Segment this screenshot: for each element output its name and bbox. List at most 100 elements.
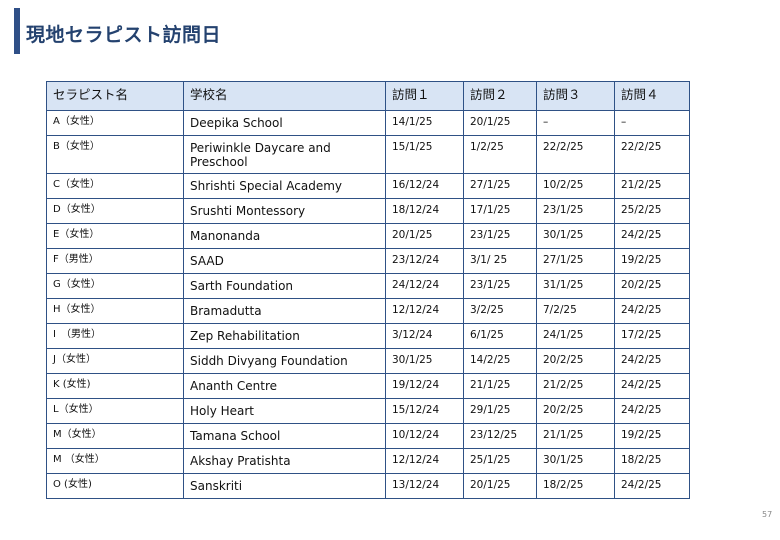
visit-2-cell: 14/2/25 — [463, 348, 537, 374]
therapist-cell: I （男性） — [46, 323, 184, 349]
school-cell: Srushti Montessory — [183, 198, 386, 224]
visit-4-cell: 22/2/25 — [614, 135, 690, 174]
visit-1-cell: 15/12/24 — [385, 398, 464, 424]
column-header-therapist: セラピスト名 — [46, 81, 184, 111]
table-row: E（女性） Manonanda 20/1/25 23/1/25 30/1/25 24/2/… — [46, 223, 690, 249]
column-header-visit-3: 訪問３ — [536, 81, 615, 111]
school-cell: Shrishti Special Academy — [183, 173, 386, 199]
table-row: M （女性） Akshay Pratishta 12/12/24 25/1/25 30/… — [46, 448, 690, 474]
column-header-visit-4: 訪問４ — [614, 81, 690, 111]
visit-2-cell: 20/1/25 — [463, 473, 537, 499]
visit-4-cell: 20/2/25 — [614, 273, 690, 299]
table-row: A（女性） Deepika School 14/1/25 20/1/25– – — [46, 110, 690, 136]
therapist-cell: C（女性） — [46, 173, 184, 199]
table-row: C（女性） Shrishti Special Academy 16/12/24 27/… — [46, 173, 690, 199]
visit-2-cell: 20/1/25 — [463, 110, 537, 136]
visit-1-cell: 23/12/24 — [385, 248, 464, 274]
visit-3-cell: 7/2/25 — [536, 298, 615, 324]
therapist-cell: G（女性） — [46, 273, 184, 299]
visit-2-cell: 23/1/25 — [463, 273, 537, 299]
table-row: D（女性） Srushti Montessory 18/12/24 17/1/25 23… — [46, 198, 690, 224]
visit-4-cell: 24/2/25 — [614, 398, 690, 424]
visit-4-cell: 19/2/25 — [614, 423, 690, 449]
therapist-cell: K (女性) — [46, 373, 184, 399]
school-cell: Siddh Divyang Foundation — [183, 348, 386, 374]
school-cell: Akshay Pratishta — [183, 448, 386, 474]
table-row: J（女性） Siddh Divyang Foundation 30/1/25 14/2… — [46, 348, 690, 374]
therapist-cell: E（女性） — [46, 223, 184, 249]
column-header-visit-2: 訪問２ — [463, 81, 537, 111]
table-row: L（女性） Holy Heart 15/12/24 29/1/25 20/2/25 24/… — [46, 398, 690, 424]
school-cell: Ananth Centre — [183, 373, 386, 399]
column-header-visit-1: 訪問１ — [385, 81, 464, 111]
visit-3-cell: 30/1/25 — [536, 448, 615, 474]
visit-2-cell: 3/1/ 25 — [463, 248, 537, 274]
school-cell: Deepika School — [183, 110, 386, 136]
visit-3-cell: 27/1/25 — [536, 248, 615, 274]
table-body: A（女性） Deepika School 14/1/25 20/1/25– – B（女性）… — [46, 110, 690, 499]
visit-2-cell: 25/1/25 — [463, 448, 537, 474]
visit-4-cell: 24/2/25 — [614, 348, 690, 374]
school-cell: Holy Heart — [183, 398, 386, 424]
table-row: M（女性） Tamana School 10/12/24 23/12/25 21/1/2… — [46, 423, 690, 449]
school-cell: Bramadutta — [183, 298, 386, 324]
visit-2-cell: 23/1/25 — [463, 223, 537, 249]
school-cell: Zep Rehabilitation — [183, 323, 386, 349]
visit-4-cell: 18/2/25 — [614, 448, 690, 474]
visit-2-cell: 6/1/25 — [463, 323, 537, 349]
visit-4-cell: 24/2/25 — [614, 223, 690, 249]
visit-2-cell: 1/2/25 — [463, 135, 537, 174]
visit-2-cell: 3/2/25 — [463, 298, 537, 324]
title-accent-bar — [14, 8, 20, 54]
therapist-cell: D（女性） — [46, 198, 184, 224]
therapist-cell: F（男性） — [46, 248, 184, 274]
visit-3-cell: – — [536, 110, 615, 136]
visit-schedule-table: セラピスト名 学校名 訪問１ 訪問２ 訪問３ 訪問４ A（女性） Deepika … — [46, 81, 690, 499]
visit-3-cell: 20/2/25 — [536, 398, 615, 424]
page-title: 現地セラピスト訪問日 — [26, 24, 222, 46]
therapist-cell: H（女性） — [46, 298, 184, 324]
visit-1-cell: 13/12/24 — [385, 473, 464, 499]
table-header-row: セラピスト名 学校名 訪問１ 訪問２ 訪問３ 訪問４ — [46, 81, 690, 111]
visit-3-cell: 21/1/25 — [536, 423, 615, 449]
visit-1-cell: 16/12/24 — [385, 173, 464, 199]
table-row: K (女性) Ananth Centre 19/12/24 21/1/25 21/2/2… — [46, 373, 690, 399]
visit-1-cell: 12/12/24 — [385, 448, 464, 474]
visit-1-cell: 15/1/25 — [385, 135, 464, 174]
visit-1-cell: 24/12/24 — [385, 273, 464, 299]
visit-1-cell: 3/12/24 — [385, 323, 464, 349]
visit-4-cell: 24/2/25 — [614, 473, 690, 499]
visit-3-cell: 23/1/25 — [536, 198, 615, 224]
visit-4-cell: 24/2/25 — [614, 373, 690, 399]
visit-3-cell: 31/1/25 — [536, 273, 615, 299]
visit-3-cell: 22/2/25 — [536, 135, 615, 174]
visit-4-cell: 17/2/25 — [614, 323, 690, 349]
therapist-cell: M（女性） — [46, 423, 184, 449]
visit-1-cell: 19/12/24 — [385, 373, 464, 399]
table-row: O (女性) Sanskriti 13/12/24 20/1/25 18/2/25 24/… — [46, 473, 690, 499]
visit-1-cell: 18/12/24 — [385, 198, 464, 224]
visit-2-cell: 27/1/25 — [463, 173, 537, 199]
therapist-cell: M （女性） — [46, 448, 184, 474]
visit-2-cell: 23/12/25 — [463, 423, 537, 449]
visit-1-cell: 14/1/25 — [385, 110, 464, 136]
therapist-cell: A（女性） — [46, 110, 184, 136]
visit-1-cell: 20/1/25 — [385, 223, 464, 249]
visit-4-cell: 21/2/25 — [614, 173, 690, 199]
visit-3-cell: 30/1/25 — [536, 223, 615, 249]
visit-3-cell: 10/2/25 — [536, 173, 615, 199]
visit-4-cell: 25/2/25 — [614, 198, 690, 224]
table-row: G（女性） Sarth Foundation 24/12/24 23/1/25 31/1… — [46, 273, 690, 299]
school-cell: Sarth Foundation — [183, 273, 386, 299]
visit-3-cell: 21/2/25 — [536, 373, 615, 399]
table-row: B（女性） Periwinkle Daycare and Preschool 15/… — [46, 135, 690, 174]
visit-2-cell: 21/1/25 — [463, 373, 537, 399]
therapist-cell: L（女性） — [46, 398, 184, 424]
visit-1-cell: 10/12/24 — [385, 423, 464, 449]
visit-1-cell: 30/1/25 — [385, 348, 464, 374]
page-number: 57 — [762, 510, 773, 519]
visit-3-cell: 18/2/25 — [536, 473, 615, 499]
column-header-school: 学校名 — [183, 81, 386, 111]
school-cell: Sanskriti — [183, 473, 386, 499]
therapist-cell: B（女性） — [46, 135, 184, 174]
